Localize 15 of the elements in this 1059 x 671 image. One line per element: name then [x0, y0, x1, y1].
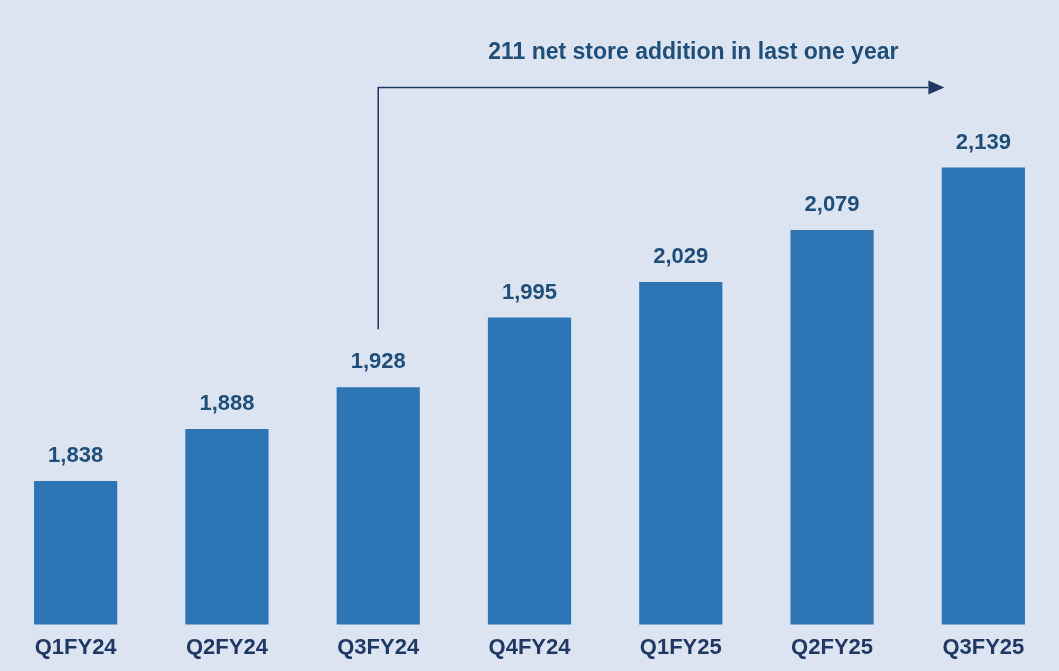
data-label: 2,139	[955, 128, 1011, 154]
data-label: 1,995	[501, 278, 558, 304]
x-tick-label: Q2FY24	[185, 633, 269, 659]
x-tick-label: Q4FY24	[488, 633, 572, 659]
data-label: 2,029	[653, 243, 709, 269]
x-tick-label: Q1FY24	[34, 633, 118, 659]
x-tick-label: Q1FY25	[639, 633, 722, 659]
data-label: 1,838	[48, 442, 104, 467]
data-label: 1,888	[199, 389, 255, 415]
x-tick-label: Q3FY24	[337, 633, 420, 659]
x-tick-label: Q2FY25	[791, 633, 874, 659]
data-label: 2,079	[804, 191, 860, 217]
text: 211 net store addition in last one year	[488, 37, 899, 65]
data-label: 1,928	[350, 348, 406, 374]
x-tick-label: Q3FY25	[942, 633, 1025, 659]
